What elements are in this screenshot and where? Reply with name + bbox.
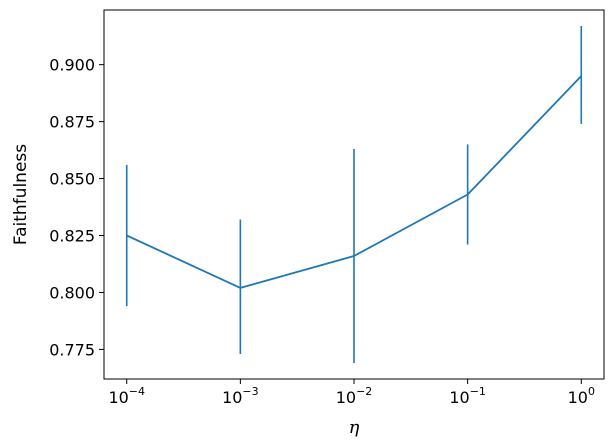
- x-tick-exponent: 0: [588, 385, 595, 398]
- x-tick-exponent: −4: [129, 385, 145, 398]
- y-tick-label: 0.850: [49, 170, 95, 189]
- x-tick-label: 10−1: [449, 385, 486, 407]
- x-tick-label: 100: [568, 385, 595, 407]
- x-tick-label: 10−2: [336, 385, 373, 407]
- x-tick-exponent: −1: [470, 385, 486, 398]
- y-axis-ticks: 0.775 0.800 0.825 0.850 0.875 0.900: [49, 56, 104, 359]
- x-tick-base: 10: [449, 388, 469, 407]
- x-axis-ticks: 10−4 10−3 10−2 10−1 100: [108, 379, 595, 407]
- x-tick-label: 10−3: [222, 385, 259, 407]
- series-line: [126, 75, 582, 289]
- x-tick-exponent: −3: [242, 385, 258, 398]
- series-lines: [126, 75, 582, 289]
- y-tick-label: 0.875: [49, 113, 95, 132]
- x-axis-label: η: [349, 417, 360, 438]
- error-bars: [125, 25, 583, 364]
- y-axis-label: Faithfulness: [11, 144, 31, 245]
- y-tick-label: 0.775: [49, 340, 95, 359]
- x-tick-base: 10: [568, 388, 588, 407]
- y-tick-label: 0.825: [49, 227, 95, 246]
- x-tick-base: 10: [336, 388, 356, 407]
- y-tick-label: 0.900: [49, 56, 95, 75]
- x-tick-base: 10: [108, 388, 128, 407]
- x-tick-base: 10: [222, 388, 242, 407]
- y-tick-label: 0.800: [49, 283, 95, 302]
- x-tick-exponent: −2: [356, 385, 372, 398]
- x-tick-label: 10−4: [108, 385, 145, 407]
